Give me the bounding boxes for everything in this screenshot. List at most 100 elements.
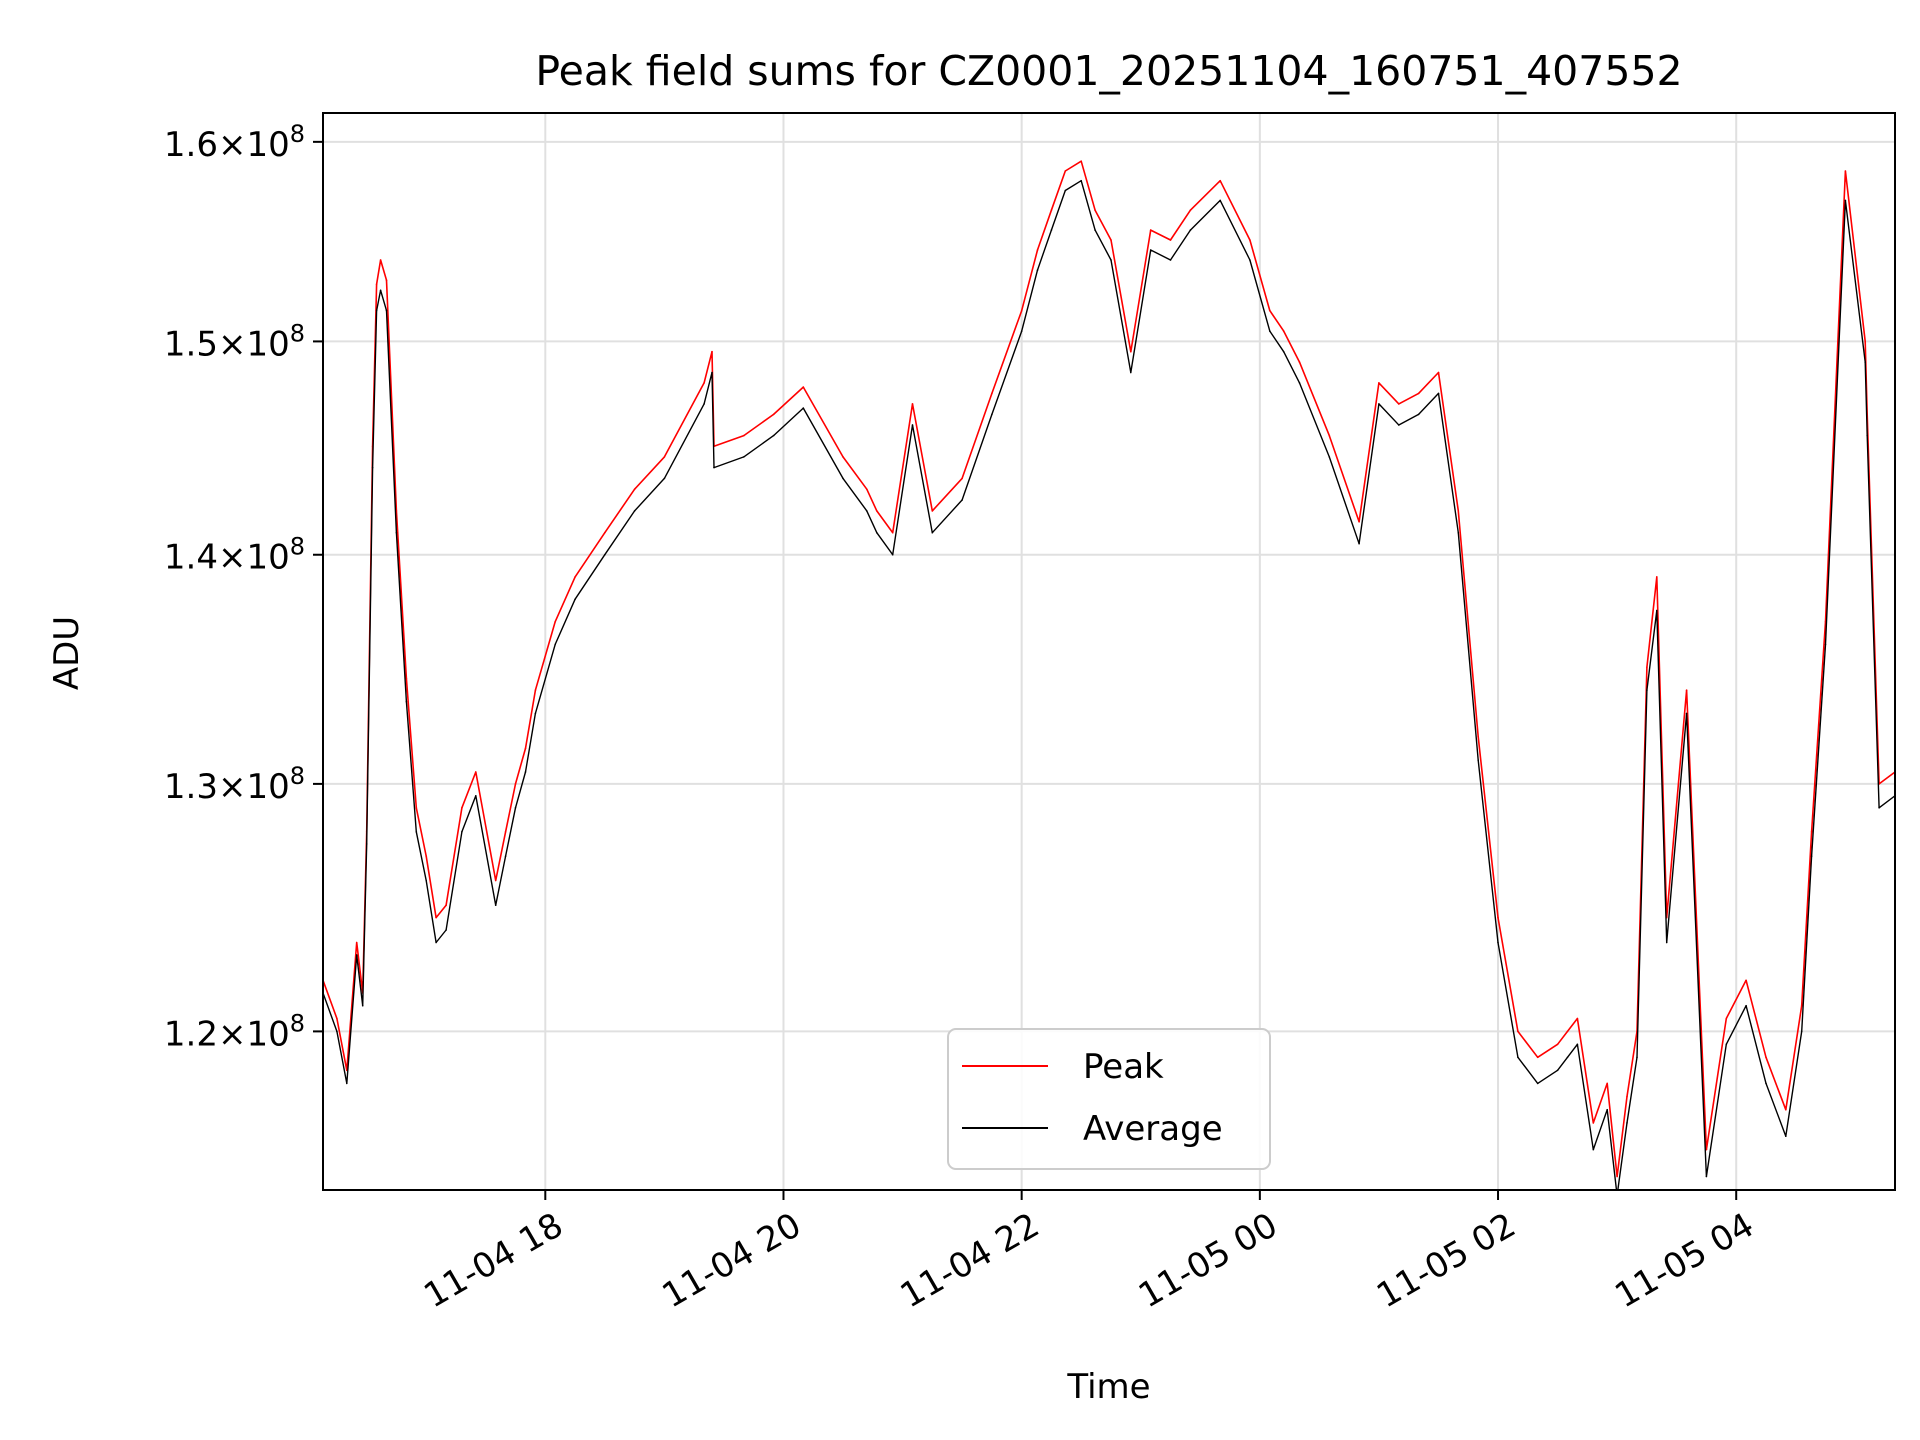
- data-point-average: [931, 531, 934, 534]
- data-point-average: [1249, 259, 1251, 261]
- data-point-peak: [1785, 1108, 1787, 1111]
- data-point-average: [534, 712, 537, 715]
- data-point-average: [1656, 609, 1658, 612]
- data-point-peak: [663, 456, 666, 458]
- data-point-average: [1398, 424, 1400, 426]
- data-point-peak: [1437, 371, 1440, 374]
- data-point-peak: [1556, 1043, 1559, 1046]
- data-point-peak: [1398, 403, 1400, 405]
- data-point-peak: [1050, 209, 1053, 211]
- series-line-average: [323, 179, 1895, 1190]
- data-point-average: [1810, 855, 1813, 857]
- data-point-peak: [1705, 1148, 1708, 1151]
- data-point-average: [1130, 371, 1132, 374]
- y-tick-label: 1.2×108: [164, 1009, 305, 1054]
- data-point-average: [1050, 229, 1053, 231]
- data-point-average: [1626, 1122, 1628, 1124]
- data-point-average: [1536, 1082, 1539, 1085]
- legend-average-label: Average: [1083, 1109, 1223, 1149]
- data-point-peak: [1282, 330, 1285, 332]
- data-point-average: [1665, 941, 1668, 944]
- data-point-average: [435, 941, 437, 944]
- data-point-peak: [991, 392, 993, 395]
- data-point-average: [395, 531, 398, 534]
- data-point-peak: [1298, 361, 1301, 363]
- data-point-peak: [574, 576, 576, 578]
- data-point-peak: [1249, 239, 1251, 241]
- y-tick-label: 1.4×108: [164, 533, 305, 578]
- data-point-peak: [336, 1017, 338, 1020]
- data-point-peak: [1020, 309, 1023, 312]
- data-point-average: [461, 831, 463, 833]
- data-point-peak: [385, 279, 388, 282]
- data-point-peak: [1576, 1017, 1579, 1020]
- data-point-peak: [1477, 735, 1479, 738]
- data-point-peak: [1110, 239, 1112, 241]
- data-point-peak: [1189, 209, 1192, 211]
- data-point-average: [425, 879, 428, 882]
- data-point-average: [663, 477, 666, 480]
- data-point-average: [633, 510, 636, 512]
- data-point-average: [371, 466, 374, 469]
- data-point-average: [1457, 531, 1460, 534]
- data-point-average: [1094, 229, 1096, 231]
- data-point-average: [415, 831, 418, 833]
- data-point-average: [1477, 759, 1479, 761]
- data-point-average: [961, 499, 963, 501]
- data-point-peak: [534, 689, 537, 691]
- data-point-average: [355, 954, 358, 956]
- data-point-peak: [1094, 209, 1096, 211]
- data-point-average: [1878, 807, 1880, 809]
- data-point-average: [1269, 330, 1271, 332]
- data-point-average: [891, 553, 894, 556]
- data-point-peak: [1745, 979, 1747, 982]
- y-axis: 1.2×108 1.3×108 1.4×108 1.5×108 1.6×108: [164, 120, 323, 1054]
- data-point-average: [1636, 1056, 1638, 1059]
- data-point-average: [1417, 413, 1420, 416]
- data-point-peak: [425, 855, 428, 857]
- data-point-peak: [1219, 179, 1221, 182]
- series-line-peak: [323, 160, 1895, 1178]
- data-point-average: [1725, 1043, 1728, 1046]
- y-tick-label: 1.3×108: [164, 762, 305, 807]
- data-point-average: [1824, 643, 1827, 646]
- data-point-average: [1036, 269, 1039, 271]
- data-point-peak: [1080, 160, 1082, 162]
- data-point-average: [1328, 456, 1331, 458]
- data-point-peak: [1149, 229, 1152, 231]
- data-point-peak: [1536, 1056, 1539, 1059]
- legend-box: [947, 1028, 1271, 1170]
- data-point-average: [1864, 361, 1866, 363]
- data-point-average: [876, 531, 878, 534]
- data-point-peak: [703, 382, 705, 384]
- data-point-peak: [524, 747, 527, 750]
- legend: Peak Average: [947, 1028, 1271, 1170]
- data-point-peak: [494, 879, 497, 882]
- data-point-average: [336, 1030, 338, 1033]
- data-point-peak: [1417, 392, 1420, 395]
- data-point-peak: [1606, 1082, 1608, 1085]
- data-point-peak: [355, 941, 358, 944]
- data-point-average: [1606, 1108, 1608, 1111]
- plot-area: [323, 160, 1895, 1190]
- data-point-average: [1437, 392, 1440, 395]
- data-point-average: [475, 795, 477, 797]
- data-point-average: [1765, 1082, 1767, 1085]
- data-point-peak: [1800, 1004, 1803, 1007]
- data-point-peak: [604, 531, 606, 534]
- data-point-average: [1785, 1135, 1787, 1137]
- data-point-peak: [1378, 382, 1380, 384]
- data-point-average: [1169, 259, 1172, 261]
- data-point-average: [703, 403, 705, 405]
- data-point-average: [1080, 179, 1082, 182]
- data-point-peak: [633, 488, 636, 491]
- data-point-average: [604, 553, 606, 556]
- data-point-peak: [445, 904, 447, 906]
- y-tick-label: 1.5×108: [164, 319, 305, 364]
- data-point-peak: [866, 488, 868, 491]
- data-point-peak: [1646, 666, 1648, 668]
- data-point-average: [1219, 199, 1221, 202]
- data-point-peak: [1036, 249, 1039, 251]
